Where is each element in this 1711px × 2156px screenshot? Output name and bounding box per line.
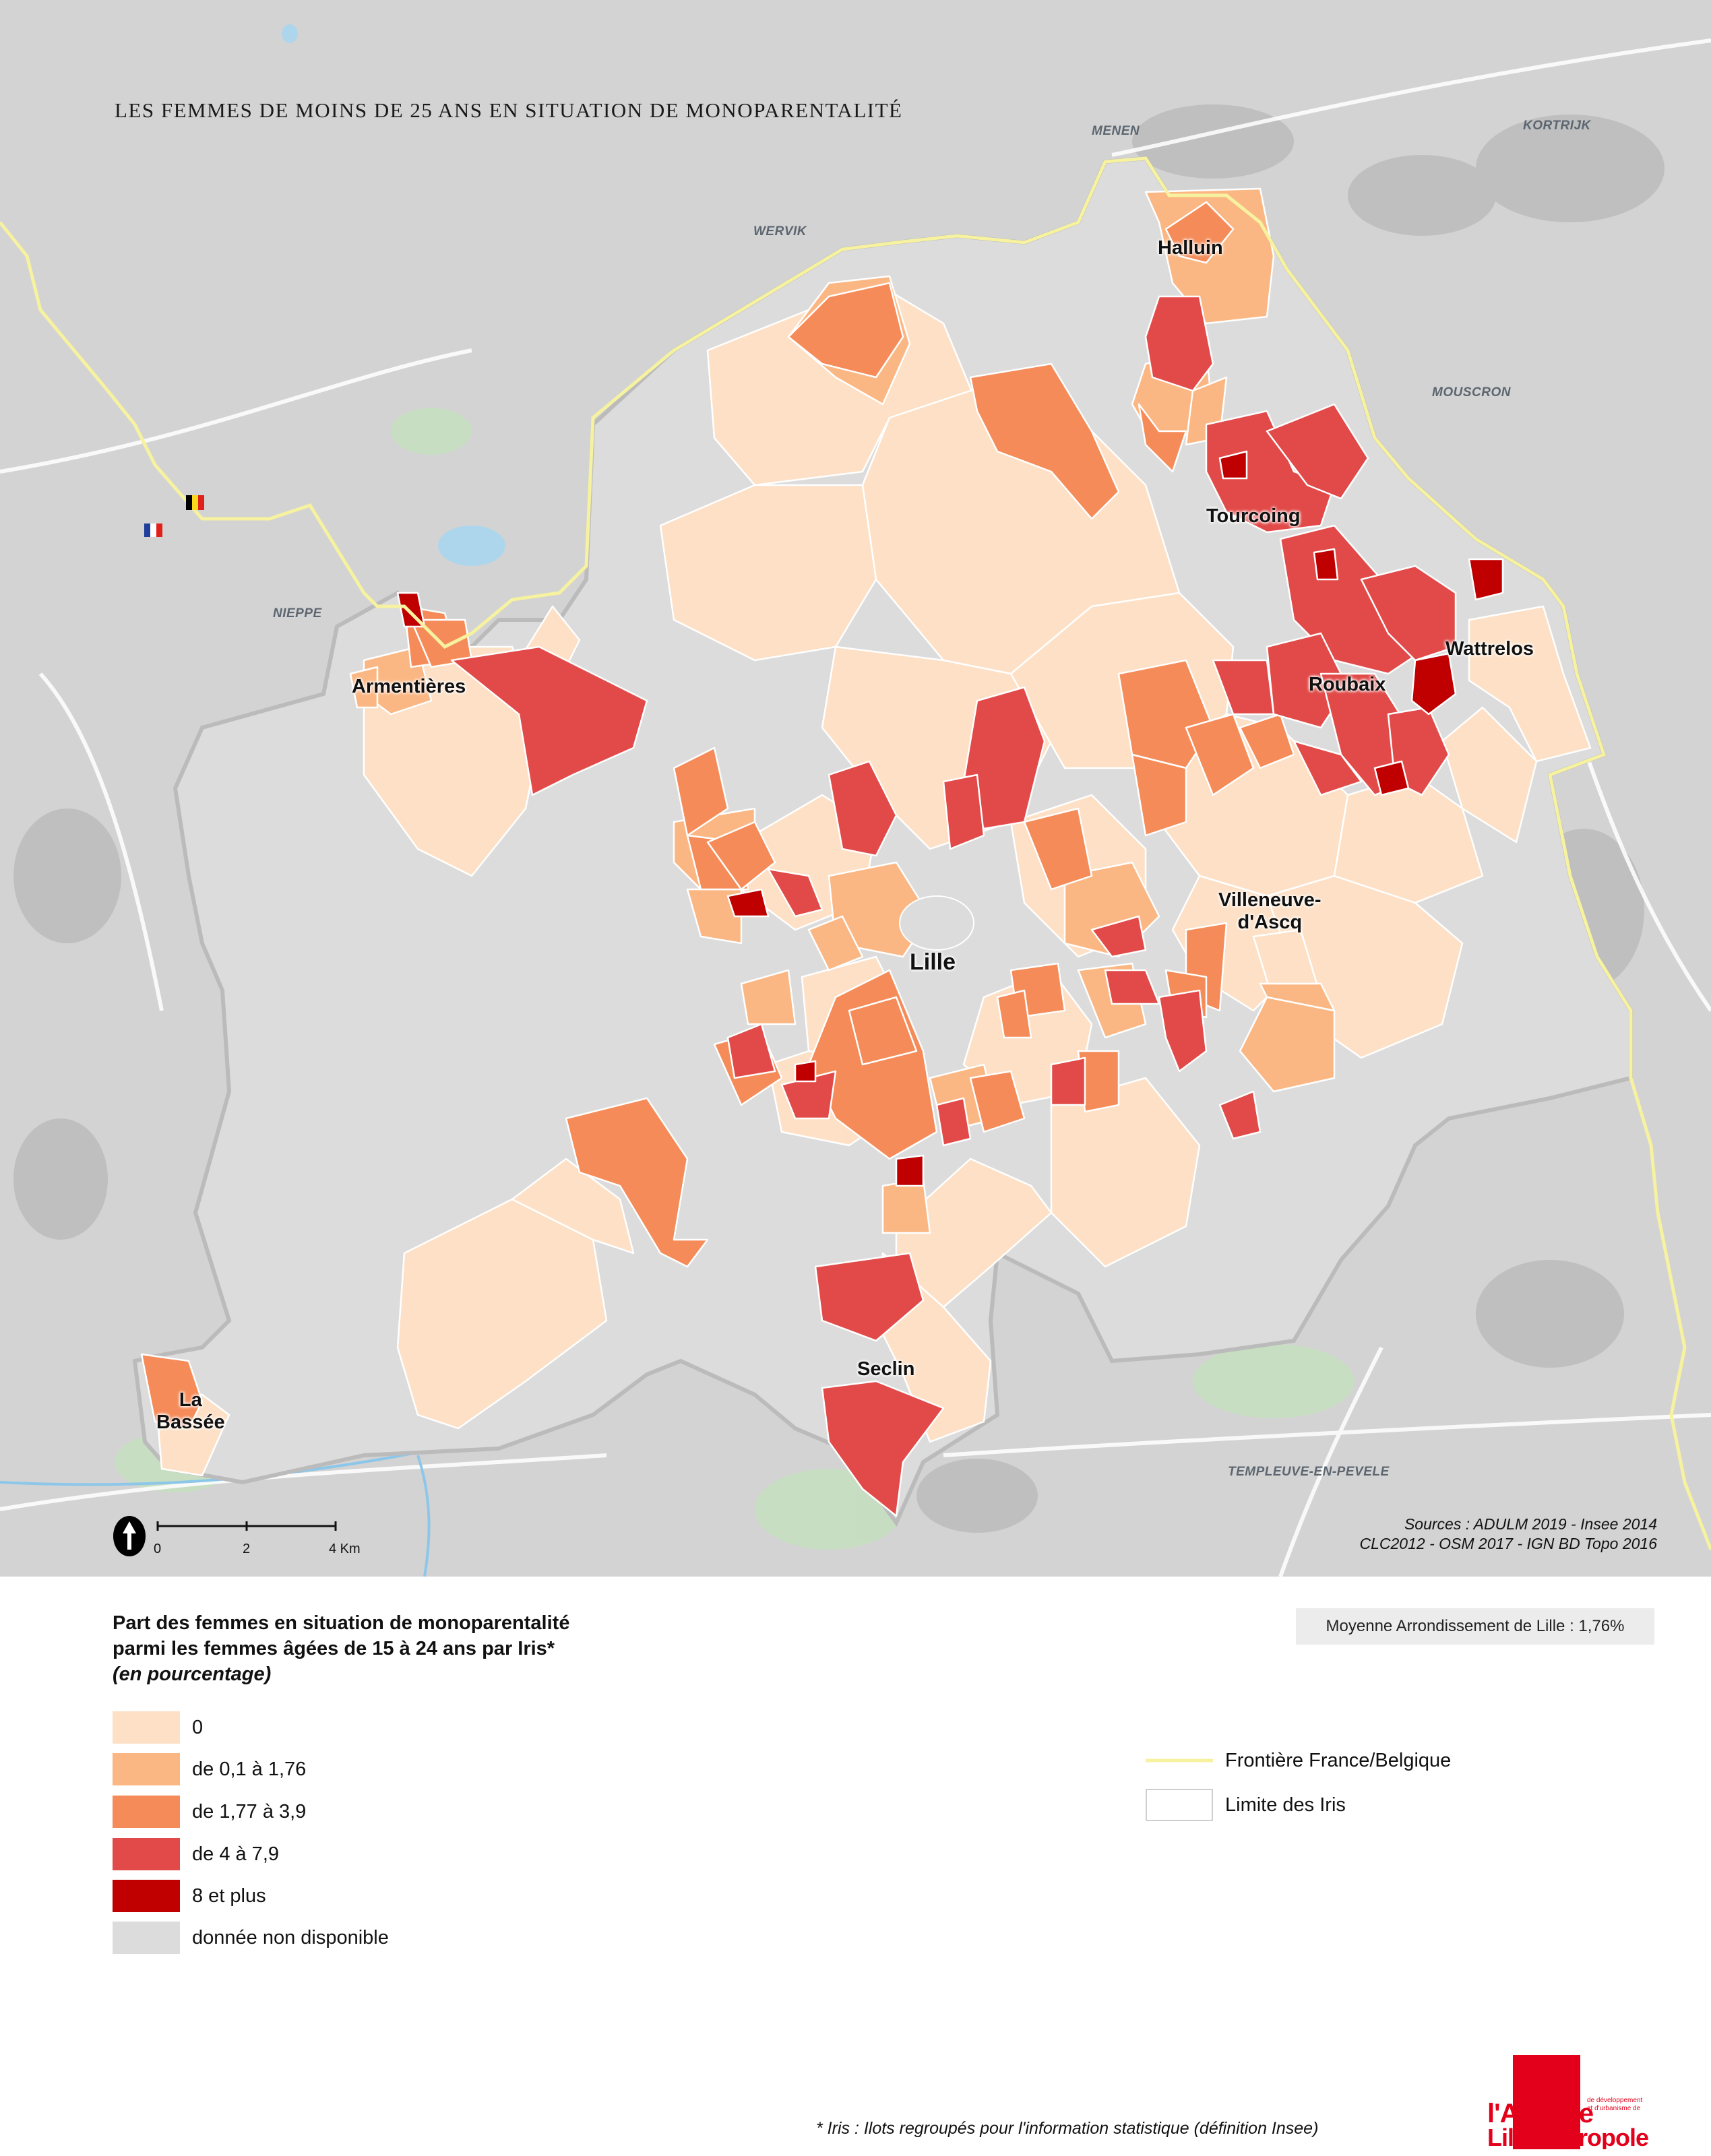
city-armentieres: Armentières: [352, 676, 466, 697]
city-la-bassee: La Bassée: [156, 1389, 225, 1434]
city-villeneuve-line2: d'Ascq: [1237, 912, 1303, 933]
place-mouscron: MOUSCRON: [1432, 385, 1511, 400]
belgium-flag-icon: [186, 495, 204, 510]
legend-item-2: de 1,77 à 3,9: [113, 1796, 584, 1828]
scale-bar: [156, 1521, 337, 1531]
scale-tick-4km: 4 Km: [329, 1542, 361, 1556]
legend-label-1: de 0,1 à 1,76: [192, 1758, 307, 1780]
legend-swatch-2: [113, 1796, 180, 1828]
city-halluin: Halluin: [1158, 237, 1223, 259]
city-roubaix: Roubaix: [1309, 674, 1386, 695]
svg-text:et d'urbanisme de: et d'urbanisme de: [1587, 2105, 1641, 2112]
waterways: [0, 1447, 439, 1577]
legend-title-line1: Part des femmes en situation de monopare…: [113, 1612, 570, 1634]
legend-label-4: 8 et plus: [192, 1885, 266, 1907]
legend-title: Part des femmes en situation de monopare…: [113, 1610, 569, 1687]
legend-label-0: 0: [192, 1717, 204, 1738]
legend-iris-label: Limite des Iris: [1225, 1794, 1346, 1816]
city-seclin: Seclin: [857, 1358, 915, 1380]
map-title: LES FEMMES DE MOINS DE 25 ANS EN SITUATI…: [115, 98, 903, 122]
legend-label-5: donnée non disponible: [192, 1927, 389, 1948]
place-wervik: WERVIK: [753, 224, 807, 239]
legend-item-1: de 0,1 à 1,76: [113, 1753, 584, 1785]
legend-item-3: de 4 à 7,9: [113, 1838, 584, 1870]
legend-item-0: 0: [113, 1711, 584, 1744]
map-canvas: [0, 24, 1711, 1577]
legend-border-item: Frontière France/Belgique: [1146, 1744, 1617, 1777]
france-flag-icon: [144, 524, 162, 537]
legend-item-5: donnée non disponible: [113, 1922, 584, 1954]
place-kortrijk: KORTRIJK: [1523, 119, 1591, 133]
legend-item-4: 8 et plus: [113, 1880, 584, 1912]
city-villeneuve-line1: Villeneuve-: [1218, 889, 1321, 911]
iris-polygons: [140, 187, 1592, 1517]
place-nieppe: NIEPPE: [273, 606, 322, 621]
sources: Sources : ADULM 2019 - Insee 2014 CLC201…: [1360, 1515, 1658, 1554]
agence-logo: l'Agence Lille Métropole de développemen…: [1486, 2055, 1654, 2151]
map: LES FEMMES DE MOINS DE 25 ANS EN SITUATI…: [0, 0, 1711, 1577]
legend-border-label: Frontière France/Belgique: [1225, 1750, 1452, 1771]
scale-tick-2: 2: [243, 1542, 251, 1556]
border-line-swatch: [1146, 1758, 1213, 1763]
north-arrow-icon: [113, 1516, 146, 1556]
svg-text:l'Agence: l'Agence: [1487, 2099, 1593, 2128]
legend-label-3: de 4 à 7,9: [192, 1843, 279, 1865]
mean-box: Moyenne Arrondissement de Lille : 1,76%: [1296, 1608, 1654, 1645]
legend-iris-item: Limite des Iris: [1146, 1789, 1617, 1821]
iris-limit-swatch: [1146, 1789, 1213, 1821]
legend-swatch-0: [113, 1711, 180, 1744]
legend-subtitle: (en pourcentage): [113, 1663, 272, 1685]
sources-line2: CLC2012 - OSM 2017 - IGN BD Topo 2016: [1359, 1535, 1658, 1552]
scale-tick-0: 0: [154, 1542, 162, 1556]
place-menen: MENEN: [1092, 124, 1140, 138]
svg-text:Lille Métropole: Lille Métropole: [1487, 2124, 1648, 2149]
footnote: * Iris : Ilots regroupés pour l'informat…: [816, 2119, 1319, 2138]
legend-swatch-5: [113, 1922, 180, 1954]
legend-swatch-1: [113, 1753, 180, 1785]
legend-swatch-4: [113, 1880, 180, 1912]
sources-line1: Sources : ADULM 2019 - Insee 2014: [1404, 1515, 1657, 1533]
france-belgium-border: [0, 156, 1711, 1550]
svg-text:de développement: de développement: [1587, 2097, 1643, 2104]
city-lille: Lille: [910, 949, 956, 975]
legend-label-2: de 1,77 à 3,9: [192, 1801, 307, 1822]
place-templeuve: TEMPLEUVE-EN-PEVELE: [1228, 1465, 1390, 1479]
agence-logo-graphic: l'Agence Lille Métropole de développemen…: [1487, 2055, 1649, 2151]
legend-swatch-3: [113, 1838, 180, 1870]
city-la-bassee-line2: Bassée: [156, 1412, 225, 1433]
city-villeneuve-dascq: Villeneuve- d'Ascq: [1218, 889, 1321, 934]
legend-title-line2: parmi les femmes âgées de 15 à 24 ans pa…: [113, 1638, 555, 1659]
city-wattrelos: Wattrelos: [1445, 638, 1534, 660]
city-tourcoing: Tourcoing: [1206, 505, 1301, 527]
city-la-bassee-line1: La: [179, 1389, 202, 1411]
